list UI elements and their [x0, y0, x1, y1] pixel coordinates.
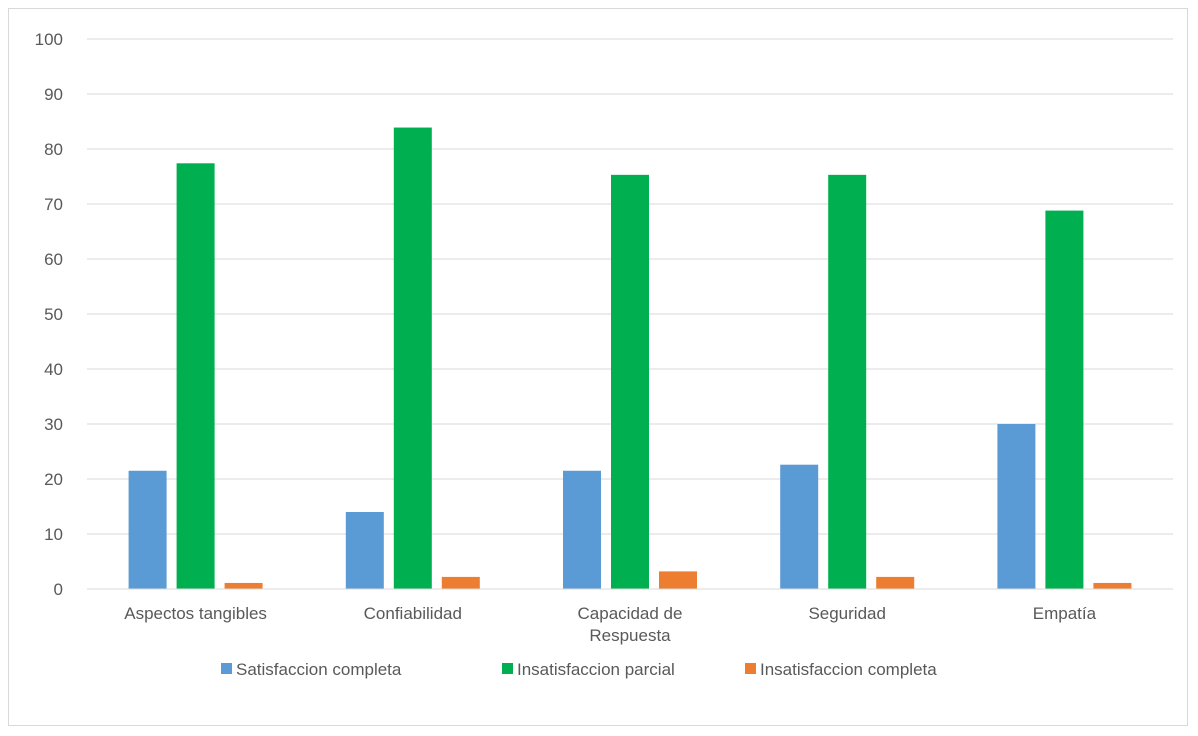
category-label-1-0: Confiabilidad: [364, 604, 462, 623]
y-tick-label-80: 80: [44, 140, 63, 159]
category-label-3-0: Seguridad: [808, 604, 886, 623]
bar-3-0: [780, 464, 819, 589]
y-tick-label-30: 30: [44, 415, 63, 434]
bar-1-2: [441, 576, 480, 589]
bar-0-1: [176, 163, 215, 590]
y-axis-ticks: 0 10 20 30 40 50 60 70 80 90 100: [35, 30, 63, 599]
y-tick-label-10: 10: [44, 525, 63, 544]
category-labels: Aspectos tangibles Confiabilidad Capacidad…: [124, 604, 1096, 645]
bar-2-2: [659, 571, 697, 589]
legend-swatch-2: [745, 663, 756, 674]
bar-3-1: [828, 174, 867, 589]
y-tick-label-40: 40: [44, 360, 63, 379]
category-label-2-0: Capacidad de: [578, 604, 683, 623]
category-label-0-0: Aspectos tangibles: [124, 604, 267, 623]
category-label-4-0: Empatía: [1033, 604, 1097, 623]
y-tick-label-60: 60: [44, 250, 63, 269]
legend-label-0: Satisfaccion completa: [236, 660, 402, 679]
bars: [128, 127, 1132, 590]
legend-swatch-0: [221, 663, 232, 674]
bar-0-0: [128, 470, 167, 589]
y-tick-label-100: 100: [35, 30, 63, 49]
y-tick-label-20: 20: [44, 470, 63, 489]
bar-1-0: [345, 512, 384, 589]
bar-3-2: [876, 576, 915, 589]
legend-label-1: Insatisfaccion parcial: [517, 660, 675, 679]
legend: Satisfaccion completa Insatisfaccion parc…: [221, 660, 937, 679]
bar-0-2: [224, 582, 263, 589]
bar-1-1: [393, 127, 432, 590]
legend-swatch-1: [502, 663, 513, 674]
y-tick-label-70: 70: [44, 195, 63, 214]
legend-label-2: Insatisfaccion completa: [760, 660, 937, 679]
category-label-2-1: Respuesta: [589, 626, 671, 645]
bar-2-0: [563, 470, 601, 589]
y-tick-label-50: 50: [44, 305, 63, 324]
bar-4-1: [1045, 210, 1084, 589]
chart-frame: 0 10 20 30 40 50 60 70 80 90 100 Aspectos tangible…: [8, 8, 1188, 726]
bar-4-2: [1093, 582, 1132, 589]
y-tick-label-90: 90: [44, 85, 63, 104]
bar-2-1: [611, 174, 649, 589]
y-tick-label-0: 0: [54, 580, 63, 599]
bar-4-0: [997, 424, 1036, 589]
bar-chart: 0 10 20 30 40 50 60 70 80 90 100 Aspectos tangible…: [35, 30, 1173, 679]
